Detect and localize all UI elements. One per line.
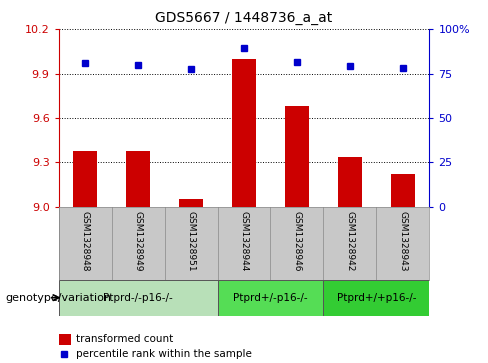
Text: Ptprd+/-p16-/-: Ptprd+/-p16-/- xyxy=(233,293,308,303)
Text: Ptprd-/-p16-/-: Ptprd-/-p16-/- xyxy=(103,293,173,303)
Bar xyxy=(232,59,256,207)
Text: GSM1328944: GSM1328944 xyxy=(240,211,248,271)
Bar xyxy=(73,151,97,207)
Bar xyxy=(285,106,309,207)
Text: GSM1328946: GSM1328946 xyxy=(292,211,302,271)
Text: GSM1328942: GSM1328942 xyxy=(346,211,354,271)
Bar xyxy=(59,280,218,316)
Bar xyxy=(338,156,362,207)
Bar xyxy=(324,280,429,316)
Text: GSM1328949: GSM1328949 xyxy=(134,211,142,271)
Text: GSM1328948: GSM1328948 xyxy=(81,211,90,271)
Text: GSM1328951: GSM1328951 xyxy=(186,211,196,271)
Bar xyxy=(218,280,324,316)
Bar xyxy=(179,200,203,207)
Title: GDS5667 / 1448736_a_at: GDS5667 / 1448736_a_at xyxy=(155,11,333,25)
Bar xyxy=(126,151,150,207)
Text: GSM1328943: GSM1328943 xyxy=(398,211,407,271)
Text: Ptprd+/+p16-/-: Ptprd+/+p16-/- xyxy=(337,293,416,303)
Text: genotype/variation: genotype/variation xyxy=(5,293,111,303)
Text: percentile rank within the sample: percentile rank within the sample xyxy=(76,349,251,359)
Text: transformed count: transformed count xyxy=(76,334,173,344)
Bar xyxy=(59,334,71,345)
Bar xyxy=(391,174,415,207)
